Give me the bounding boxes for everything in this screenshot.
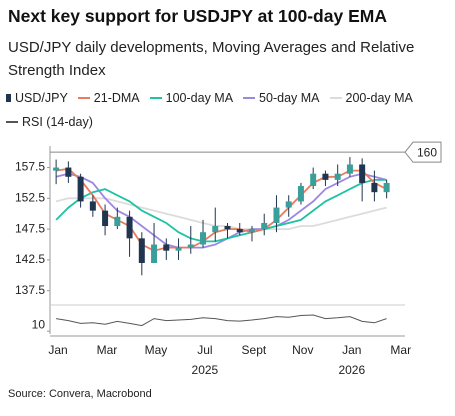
y-tick-label: 147.5 [15, 221, 45, 235]
candle-body [151, 244, 158, 263]
candle-body [285, 201, 292, 208]
candle-body [212, 226, 219, 233]
candle-body [102, 210, 109, 227]
series-line [55, 197, 387, 230]
candle-body [310, 173, 317, 187]
x-group-label: 2025 [192, 363, 219, 377]
chart-title: Next key support for USDJPY at 100-day E… [8, 6, 387, 26]
x-tick-label: Sept [242, 343, 267, 357]
series-line [55, 179, 387, 243]
legend-item: USD/JPY [6, 91, 68, 105]
legend-item: 100-day MA [149, 91, 234, 105]
candle-body [383, 182, 390, 193]
candle-body [89, 201, 96, 211]
legend-item: 200-day MA [329, 91, 413, 105]
x-tick-label: Nov [292, 343, 313, 357]
series-line [55, 172, 387, 249]
x-tick-label: Jan [48, 343, 67, 357]
candle-body [77, 176, 84, 202]
candle-body [65, 167, 72, 177]
x-tick-label: May [145, 343, 168, 357]
x-group-label: 2026 [338, 363, 365, 377]
candle-body [346, 164, 353, 174]
candle-body [138, 238, 145, 263]
candle-body [187, 244, 194, 248]
x-tick-label: Mar [97, 343, 118, 357]
candle-body [371, 182, 378, 193]
source-note: Source: Convera, Macrobond [8, 388, 152, 400]
legend-item: 50-day MA [243, 91, 320, 105]
legend-label: 100-day MA [165, 91, 234, 105]
y-tick-label: 10 [32, 317, 46, 331]
legend-swatch [243, 97, 256, 99]
legend-item: 21-DMA [77, 91, 140, 105]
x-tick-label: Mar [390, 343, 411, 357]
legend-swatch [6, 94, 11, 102]
candle-body [334, 173, 341, 180]
legend-swatch [329, 97, 342, 99]
series-line [55, 167, 388, 252]
legend-item: RSI (14-day) [6, 115, 93, 129]
x-tick-label: Jul [197, 343, 212, 357]
candle-body [248, 229, 255, 233]
y-tick-label: 152.5 [15, 191, 45, 205]
legend-label: 21-DMA [93, 91, 140, 105]
callout-box [404, 141, 442, 163]
legend-swatch [77, 97, 90, 99]
x-tick-label: Jan [342, 343, 361, 357]
candle-body [126, 216, 133, 239]
candle-body [53, 167, 60, 171]
candle-body [114, 216, 121, 227]
reference-label: 160 [417, 145, 437, 159]
candle-body [273, 207, 280, 223]
chart-subtitle: USD/JPY daily developments, Moving Avera… [8, 39, 415, 79]
y-tick-label: 142.5 [15, 252, 45, 266]
legend-label: 200-day MA [345, 91, 413, 105]
y-tick-label: 137.5 [15, 283, 45, 297]
candle-body [163, 244, 170, 251]
candle-body [297, 186, 304, 202]
legend-swatch [6, 121, 18, 123]
candle-body [322, 173, 329, 180]
y-tick-label: 157.5 [15, 160, 45, 174]
candle-body [261, 222, 268, 230]
legend-swatch [149, 97, 162, 99]
legend-label: 50-day MA [259, 91, 320, 105]
candle-body [200, 232, 207, 245]
legend: USD/JPY 21-DMA 100-day MA 50-day MA 200-day … [6, 91, 451, 129]
candle-body [236, 229, 243, 233]
legend-label: USD/JPY [15, 91, 68, 105]
candle-body [224, 226, 231, 230]
legend-label: RSI (14-day) [22, 115, 93, 129]
series-line [56, 314, 387, 327]
candle-body [175, 247, 182, 251]
candle-body [359, 164, 366, 183]
